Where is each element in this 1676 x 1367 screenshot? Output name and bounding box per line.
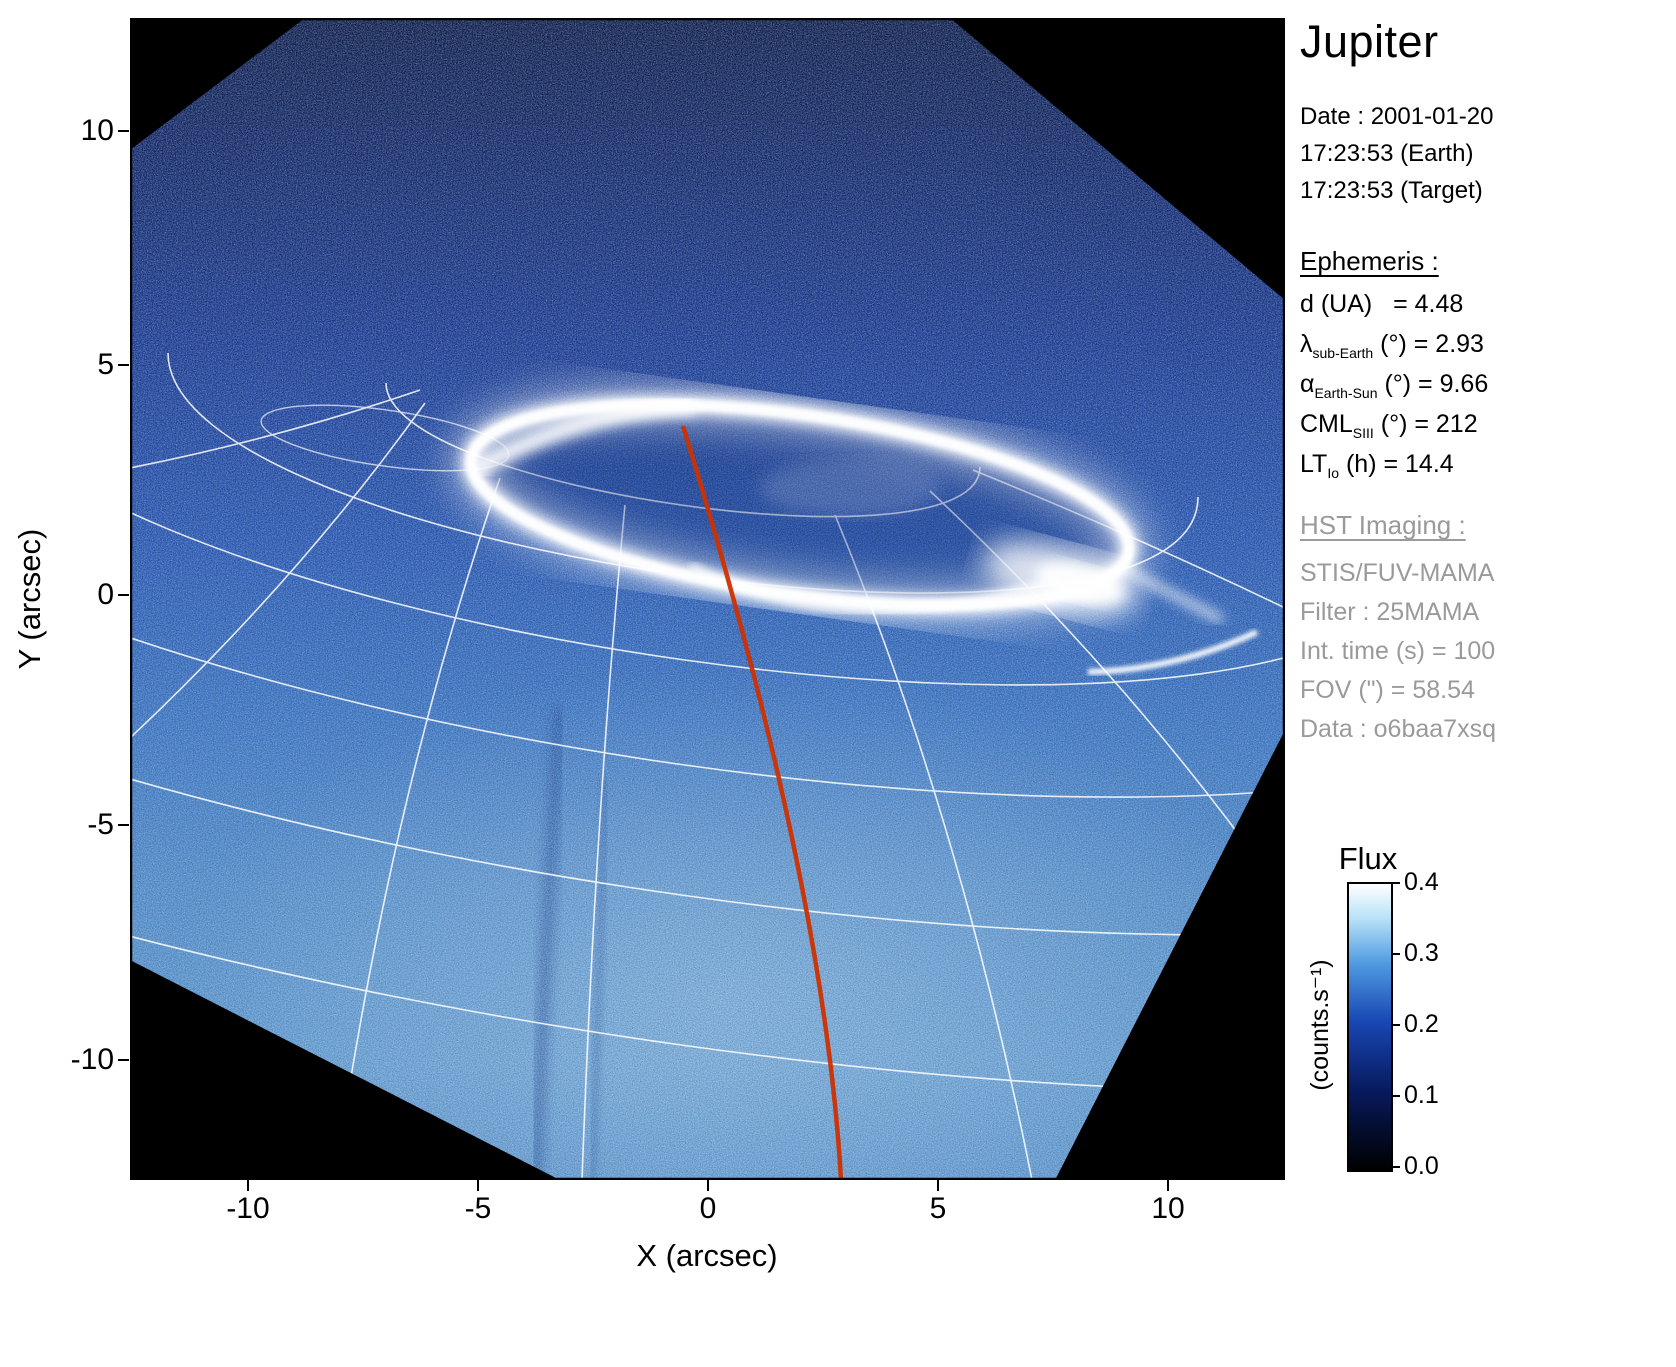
x-axis-title: X (arcsec): [636, 1238, 778, 1273]
x-axis-tick: [1167, 1180, 1169, 1191]
y-axis-tick: [118, 594, 129, 596]
colorbar-tick: [1391, 882, 1400, 884]
colorbar-tick-label: 0.3: [1404, 939, 1439, 967]
colorbar-tick: [1391, 1166, 1400, 1168]
x-axis-tick: [707, 1180, 709, 1191]
observation-block: Date : 2001-01-20 17:23:53 (Earth) 17:23…: [1300, 98, 1493, 209]
x-tick-label: 10: [1151, 1192, 1185, 1225]
page-title: Jupiter: [1300, 16, 1439, 67]
cml-meridian-line: [680, 425, 844, 1180]
y-axis-tick: [118, 1059, 129, 1061]
y-axis-tick: [118, 364, 129, 366]
y-tick-label: -10: [70, 1043, 114, 1076]
observation-target: 17:23:53 (Target): [1300, 177, 1483, 204]
x-tick-label: -10: [226, 1192, 270, 1225]
x-axis-tick: [937, 1180, 939, 1191]
ephemeris-row-io-local-time: LTIo (h) = 14.4: [1300, 450, 1454, 481]
ephemeris-block: d (UA) = 4.48 λsub-Earth (°) = 2.93 αEar…: [1300, 290, 1488, 490]
colorbar-tick: [1391, 1024, 1400, 1026]
y-tick-label: 5: [97, 348, 114, 381]
y-tick-label: 10: [80, 114, 114, 147]
hst-imaging-heading: HST Imaging :: [1300, 510, 1466, 540]
x-tick-label: -5: [464, 1192, 492, 1225]
x-tick-label: 5: [929, 1192, 947, 1225]
hst-filter: Filter : 25MAMA: [1300, 598, 1480, 626]
colorbar-tick-label: 0.0: [1404, 1152, 1439, 1180]
inner-secondary-arc: [687, 561, 1060, 615]
hst-imaging-block: STIS/FUV-MAMA Filter : 25MAMA Int. time …: [1300, 554, 1496, 749]
colorbar-unit: (counts.s⁻¹): [1306, 959, 1334, 1091]
detector-footprint: [130, 18, 1285, 1180]
y-axis-title: Y (arcsec): [12, 528, 47, 670]
x-axis-tick: [247, 1180, 249, 1191]
x-tick-label: 0: [699, 1192, 717, 1225]
plot-area: [129, 17, 1286, 1181]
plot-frame: [129, 17, 1286, 1181]
auroral-oval: [448, 382, 1259, 675]
y-tick-label: 0: [97, 578, 114, 611]
colorbar-tick: [1391, 1095, 1400, 1097]
ephemeris-heading: Ephemeris :: [1300, 246, 1439, 276]
colorbar-title: Flux: [1338, 841, 1398, 876]
oval-bright-segment: [470, 396, 696, 478]
hst-data-id: Data : o6baa7xsq: [1300, 715, 1496, 743]
colorbar-tick-label: 0.4: [1404, 868, 1439, 896]
observation-date: Date : 2001-01-20: [1300, 103, 1494, 130]
hst-fov: FOV (") = 58.54: [1300, 676, 1475, 704]
colorbar-tick-label: 0.1: [1404, 1081, 1439, 1109]
colorbar-tick: [1391, 953, 1400, 955]
ephemeris-row-distance: d (UA) = 4.48: [1300, 290, 1464, 318]
ephemeris-row-phase-angle: αEarth-Sun (°) = 9.66: [1300, 370, 1489, 401]
secondary-auroral-arc: [1087, 629, 1259, 675]
y-axis-tick: [118, 130, 129, 132]
hst-instrument: STIS/FUV-MAMA: [1300, 559, 1495, 587]
hst-int-time: Int. time (s) = 100: [1300, 637, 1496, 665]
colorbar-tick-label: 0.2: [1404, 1010, 1439, 1038]
oval-tail: [1116, 562, 1224, 624]
ephemeris-row-cml: CMLSIII (°) = 212: [1300, 410, 1478, 441]
y-axis-tick: [118, 824, 129, 826]
x-axis-tick: [477, 1180, 479, 1191]
y-tick-label: -5: [87, 808, 114, 841]
image-panel: [129, 17, 1286, 1181]
colorbar: [1347, 882, 1393, 1172]
observation-earth: 17:23:53 (Earth): [1300, 140, 1474, 167]
ephemeris-row-subearth-lat: λsub-Earth (°) = 2.93: [1300, 330, 1484, 361]
